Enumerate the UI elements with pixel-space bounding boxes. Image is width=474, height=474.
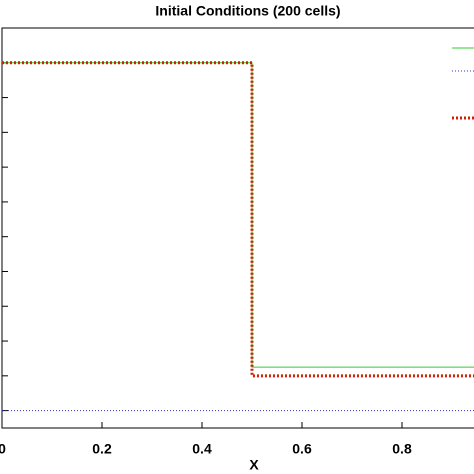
x-tick-label: 0.2 [92, 441, 112, 457]
x-tick-label: 0.8 [392, 441, 412, 457]
x-tick-label: 0.6 [292, 441, 312, 457]
x-tick-label: 0 [0, 441, 6, 457]
x-tick-label: 0.4 [192, 441, 212, 457]
series-line [2, 61, 474, 378]
x-axis-label: X [249, 457, 259, 473]
series-line [2, 62, 474, 368]
chart-title: Initial Conditions (200 cells) [155, 3, 340, 19]
plot-frame [1, 27, 474, 429]
legend [452, 47, 474, 120]
